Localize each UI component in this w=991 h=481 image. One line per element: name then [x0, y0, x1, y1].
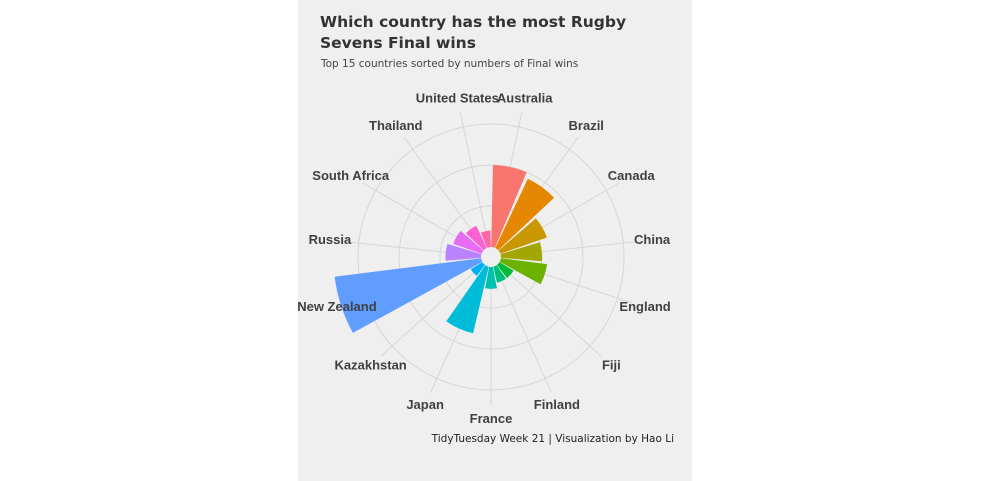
plot-panel: Which country has the most Rugby Sevens …: [298, 0, 692, 481]
bar-south-africa: [453, 230, 484, 254]
bar-france: [485, 266, 497, 289]
chart-title: Which country has the most Rugby Sevens …: [320, 13, 627, 52]
category-label: South Africa: [312, 168, 390, 183]
bar-canada: [498, 218, 547, 254]
bar-brazil: [495, 178, 555, 251]
bar-japan: [446, 265, 489, 334]
bar-england: [499, 258, 548, 285]
category-label: United States: [416, 91, 499, 106]
bar-fiji: [497, 262, 514, 279]
category-labels: Australia Brazil Canada China England Fiji Fin…: [298, 91, 671, 426]
grid-spoke: [380, 263, 484, 357]
chart-caption: TidyTuesday Week 21 | Visualization by H…: [431, 433, 674, 445]
bar-new-zealand: [334, 258, 483, 333]
bar-china: [500, 242, 542, 262]
category-label: Finland: [534, 397, 580, 412]
category-label: France: [470, 411, 513, 426]
category-label: Thailand: [369, 118, 423, 133]
category-label: Australia: [497, 91, 553, 106]
category-label: England: [619, 299, 670, 314]
bar-finland: [493, 265, 507, 283]
category-label: Fiji: [602, 357, 621, 372]
grid-spoke: [494, 265, 552, 393]
chart-subtitle: Top 15 countries sorted by numbers of Fi…: [321, 58, 579, 70]
bar-australia: [491, 165, 527, 248]
category-label: Japan: [406, 397, 444, 412]
bar-kazakhstan: [470, 262, 485, 276]
category-label: Kazakhstan: [334, 357, 406, 372]
grid-spoke: [459, 112, 490, 248]
bar-russia: [445, 243, 482, 261]
category-label: Brazil: [569, 118, 604, 133]
bar-thailand: [465, 225, 487, 251]
grid-spoke: [498, 263, 602, 357]
polar-bar-chart: Australia Brazil Canada China England Fiji Fin…: [298, 91, 671, 426]
bar-united-states: [480, 230, 491, 248]
category-label: China: [634, 232, 671, 247]
category-label: Canada: [608, 168, 656, 183]
bar-series: [334, 165, 555, 334]
category-label: New Zealand: [298, 299, 377, 314]
category-label: Russia: [309, 232, 352, 247]
